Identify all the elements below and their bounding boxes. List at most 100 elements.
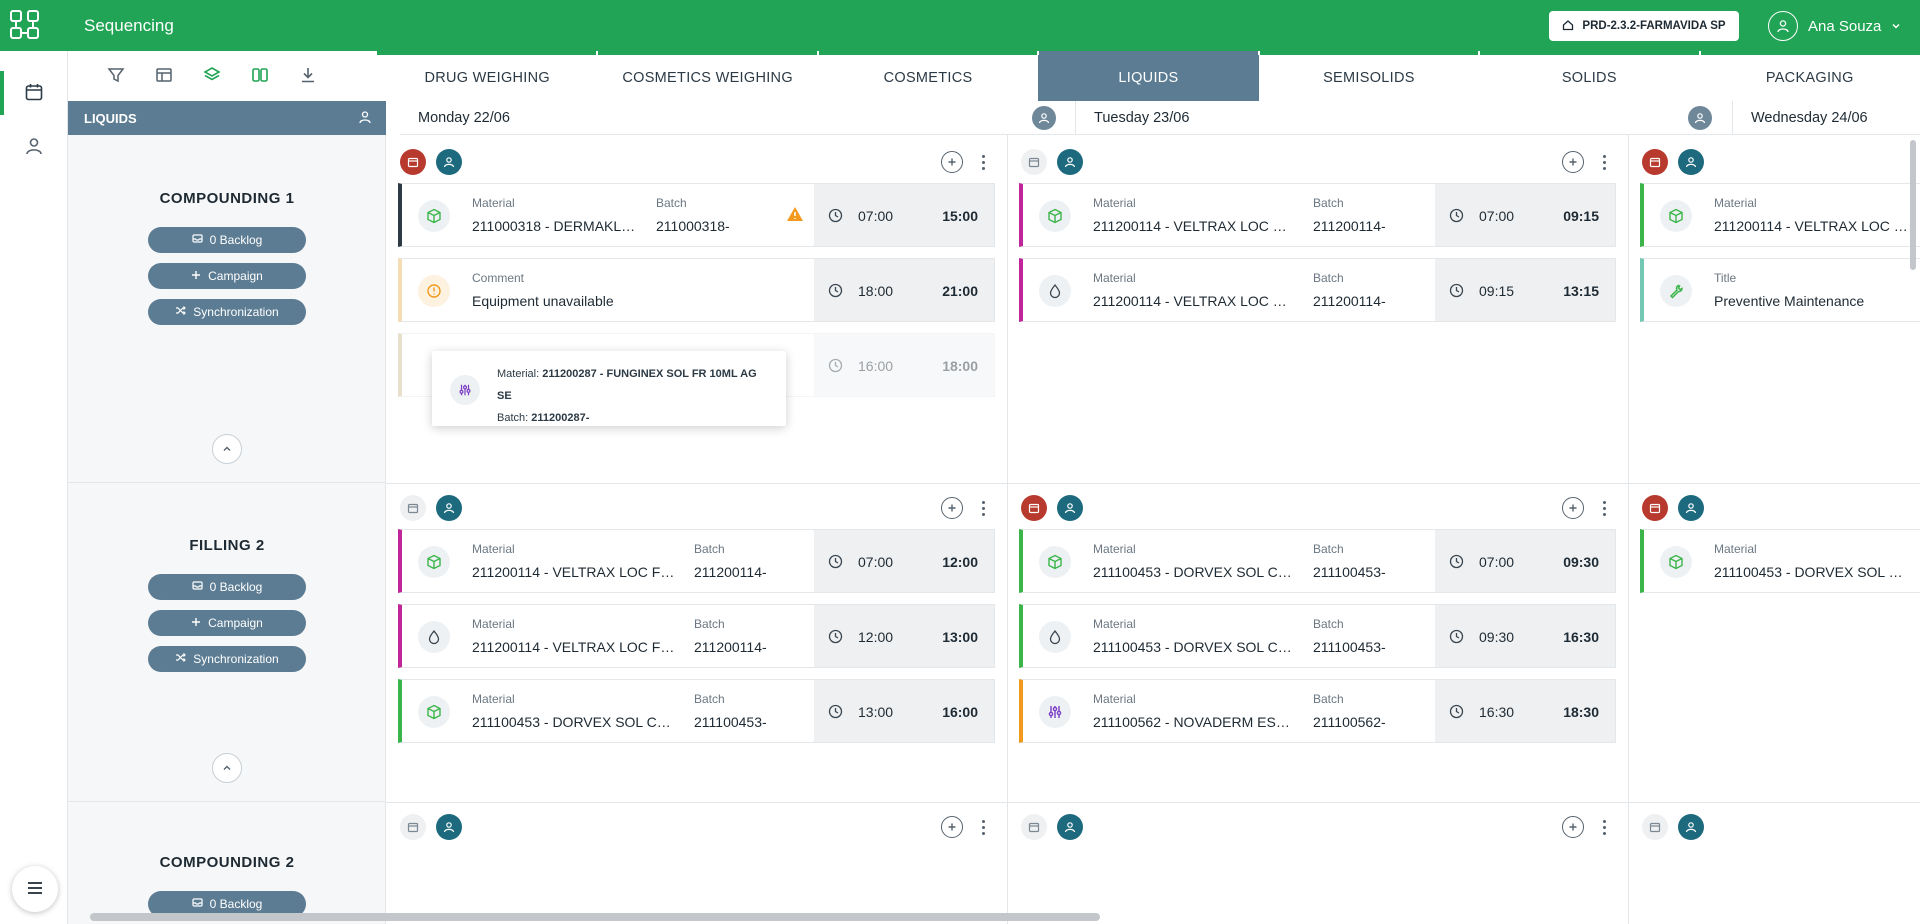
day-header-wednesday: Wednesday 24/06 [1732,101,1920,135]
person-button[interactable] [1057,814,1083,840]
add-order-button[interactable] [1562,497,1584,519]
order-card[interactable]: Material 211200114 - VELTRAX LOC FR ... … [398,604,995,668]
more-options-button[interactable] [978,151,988,173]
filter-button[interactable] [92,51,140,101]
row-divider [386,483,1920,484]
person-button[interactable] [436,495,462,521]
user-menu[interactable]: Ana Souza [1768,11,1901,41]
tab-liquids[interactable]: LIQUIDS [1037,51,1259,101]
day-assign-button[interactable] [1032,106,1056,130]
logo-icon[interactable] [0,0,52,51]
download-button[interactable] [284,51,332,101]
time-range: 16:00 18:00 [814,334,994,396]
tooltip-material: 211200287 - FUNGINEX SOL FR 10ML AG SE [497,368,757,402]
batch-value: 211100453- [1313,564,1386,580]
calendar-button[interactable] [400,814,426,840]
table-view-button[interactable] [140,51,188,101]
calendar-button[interactable] [1021,149,1047,175]
left-rail [0,51,68,924]
tab-solids[interactable]: SOLIDS [1478,51,1700,101]
order-card[interactable]: Material 211000318 - DERMAKLE... Batch 2… [398,183,995,247]
more-options-button[interactable] [1599,816,1609,838]
more-options-button[interactable] [1599,497,1609,519]
add-order-button[interactable] [941,497,963,519]
department-tabs: DRUG WEIGHING COSMETICS WEIGHING COSMETI… [377,51,1920,101]
rail-item-people[interactable] [0,125,68,169]
backlog-button[interactable]: 0 Backlog [148,891,306,917]
order-card[interactable]: Material 211100453 - DORVEX SOL CA... [1640,529,1920,593]
synchronization-button[interactable]: Synchronization [148,646,306,672]
vertical-scrollbar[interactable] [1910,140,1916,270]
calendar-button[interactable] [400,495,426,521]
batch-value: 211200114- [1313,218,1386,234]
environment-label: PRD-2.3.2-FARMAVIDA SP [1582,20,1726,32]
environment-button[interactable]: PRD-2.3.2-FARMAVIDA SP [1549,11,1739,41]
resource-name: FILLING 2 [189,537,265,554]
add-order-button[interactable] [941,816,963,838]
warning-icon[interactable] [786,206,804,225]
calendar-icon [24,82,44,105]
calendar-button[interactable] [1021,495,1047,521]
add-order-button[interactable] [1562,151,1584,173]
calendar-button[interactable] [1642,149,1668,175]
person-button[interactable] [1057,149,1083,175]
person-button[interactable] [1678,149,1704,175]
material-value: 211200114 - VELTRAX LOC FR ... [472,639,676,655]
order-card[interactable]: Material 211100562 - NOVADERM ESM ... Ba… [1019,679,1616,743]
collapse-button[interactable] [212,753,242,783]
synchronization-button[interactable]: Synchronization [148,299,306,325]
calendar-button[interactable] [1642,814,1668,840]
horizontal-scrollbar[interactable] [90,913,1100,921]
person-button[interactable] [1057,495,1083,521]
tab-semisolids[interactable]: SEMISOLIDS [1257,51,1480,101]
material-value: 211100453 - DORVEX SOL CA... [1714,564,1910,580]
campaign-button[interactable]: Campaign [148,610,306,636]
person-button[interactable] [1678,814,1704,840]
plus-icon [191,269,201,283]
order-card[interactable]: Material 211200114 - VELTRAX LOC FR ... … [1019,183,1616,247]
add-order-button[interactable] [941,151,963,173]
menu-button[interactable] [12,866,58,912]
tab-drug-weighing[interactable]: DRUG WEIGHING [377,51,598,101]
resource-name: COMPOUNDING 2 [159,854,295,871]
person-button[interactable] [436,149,462,175]
add-order-button[interactable] [1562,816,1584,838]
more-options-button[interactable] [1599,151,1609,173]
rail-item-calendar[interactable] [0,71,68,115]
person-button[interactable] [1678,495,1704,521]
batch-value: 211200114- [694,639,767,655]
tab-cosmetics[interactable]: COSMETICS [816,51,1039,101]
tab-packaging[interactable]: PACKAGING [1698,51,1920,101]
more-options-button[interactable] [978,497,988,519]
columns-button[interactable] [236,51,284,101]
order-card[interactable]: Material 211100453 - DORVEX SOL CA... Ba… [1019,604,1616,668]
calendar-button[interactable] [1021,814,1047,840]
tab-cosmetics-weighing[interactable]: COSMETICS WEIGHING [596,51,818,101]
day-assign-button[interactable] [1688,106,1712,130]
clock-icon [1449,208,1464,226]
backlog-button[interactable]: 0 Backlog [148,574,306,600]
maintenance-card[interactable]: Title Preventive Maintenance [1640,258,1920,322]
order-card[interactable]: Material 211200114 - VELTRAX LOC FR ... [1640,183,1920,247]
order-card[interactable]: Material 211200114 - VELTRAX LOC FR ... … [1019,258,1616,322]
chevron-up-icon [222,442,232,457]
collapse-button[interactable] [212,434,242,464]
person-button[interactable] [436,814,462,840]
clock-icon [828,283,843,301]
person-icon[interactable] [358,110,372,127]
drag-preview-tooltip: Material: 211200287 - FUNGINEX SOL FR 10… [432,351,786,426]
calendar-button[interactable] [1642,495,1668,521]
comment-card[interactable]: Comment Equipment unavailable 18:00 21:0… [398,258,995,322]
backlog-button[interactable]: 0 Backlog [148,227,306,253]
inbox-icon [192,897,203,911]
layers-button[interactable] [188,51,236,101]
order-card[interactable]: Material 211100453 - DORVEX SOL CA... Ba… [398,679,995,743]
user-name: Ana Souza [1808,17,1882,35]
order-card[interactable]: Material 211100453 - DORVEX SOL CA... Ba… [1019,529,1616,593]
more-options-button[interactable] [978,816,988,838]
clock-icon [828,358,843,376]
campaign-button[interactable]: Campaign [148,263,306,289]
material-value: 211200114 - VELTRAX LOC FR ... [1093,293,1293,309]
calendar-button[interactable] [400,149,426,175]
order-card[interactable]: Material 211200114 - VELTRAX LOC FR ... … [398,529,995,593]
